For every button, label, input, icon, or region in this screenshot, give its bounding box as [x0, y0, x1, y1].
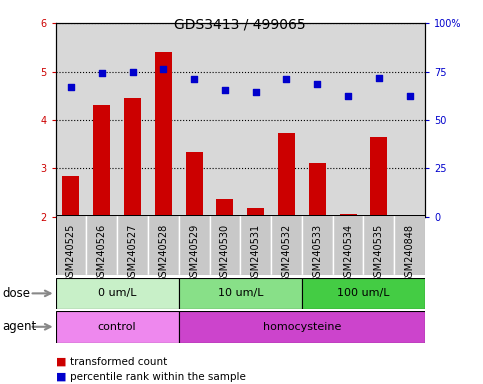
Text: GSM240535: GSM240535	[374, 224, 384, 283]
Text: 10 um/L: 10 um/L	[217, 288, 263, 298]
Text: GSM240848: GSM240848	[405, 224, 414, 283]
Point	[98, 70, 106, 76]
Bar	[278, 133, 295, 217]
Bar	[309, 163, 326, 217]
Bar	[302, 278, 425, 309]
Text: GSM240531: GSM240531	[251, 224, 261, 283]
Text: GSM240533: GSM240533	[313, 224, 322, 283]
Point	[375, 75, 383, 81]
Point	[252, 89, 259, 95]
Bar	[364, 215, 394, 275]
Bar	[56, 215, 86, 275]
Text: dose: dose	[2, 287, 30, 300]
Bar	[179, 311, 425, 343]
Bar	[394, 215, 425, 275]
Bar	[333, 215, 364, 275]
Text: ■: ■	[56, 372, 66, 382]
Text: GSM240528: GSM240528	[158, 224, 168, 283]
Text: 100 um/L: 100 um/L	[337, 288, 390, 298]
Point	[406, 93, 413, 99]
Point	[67, 84, 75, 90]
Bar	[247, 208, 264, 217]
Bar	[240, 215, 271, 275]
Point	[128, 68, 136, 74]
Bar	[340, 214, 356, 217]
Bar	[93, 106, 110, 217]
Text: GSM240530: GSM240530	[220, 224, 230, 283]
Text: control: control	[98, 322, 136, 332]
Text: ■: ■	[56, 357, 66, 367]
Text: homocysteine: homocysteine	[263, 322, 341, 332]
Text: GSM240525: GSM240525	[66, 224, 76, 283]
Bar	[56, 311, 179, 343]
Bar	[370, 137, 387, 217]
Text: GSM240532: GSM240532	[282, 224, 291, 283]
Bar	[185, 152, 202, 217]
Bar	[62, 176, 79, 217]
Point	[313, 81, 321, 87]
Bar	[271, 215, 302, 275]
Bar	[148, 215, 179, 275]
Point	[344, 93, 352, 99]
Bar	[179, 278, 302, 309]
Text: GSM240529: GSM240529	[189, 224, 199, 283]
Bar	[86, 215, 117, 275]
Bar	[155, 52, 172, 217]
Text: GSM240534: GSM240534	[343, 224, 353, 283]
Bar	[56, 278, 179, 309]
Text: transformed count: transformed count	[70, 357, 167, 367]
Text: GDS3413 / 499065: GDS3413 / 499065	[174, 17, 306, 31]
Text: GSM240526: GSM240526	[97, 224, 107, 283]
Bar	[401, 215, 418, 217]
Bar	[179, 215, 210, 275]
Bar	[302, 215, 333, 275]
Point	[159, 66, 167, 72]
Bar	[117, 215, 148, 275]
Bar	[210, 215, 240, 275]
Point	[283, 76, 290, 82]
Text: agent: agent	[2, 320, 37, 333]
Text: 0 um/L: 0 um/L	[98, 288, 136, 298]
Point	[221, 87, 229, 93]
Point	[190, 76, 198, 82]
Bar	[124, 98, 141, 217]
Text: percentile rank within the sample: percentile rank within the sample	[70, 372, 246, 382]
Bar	[216, 199, 233, 217]
Text: GSM240527: GSM240527	[128, 224, 138, 283]
